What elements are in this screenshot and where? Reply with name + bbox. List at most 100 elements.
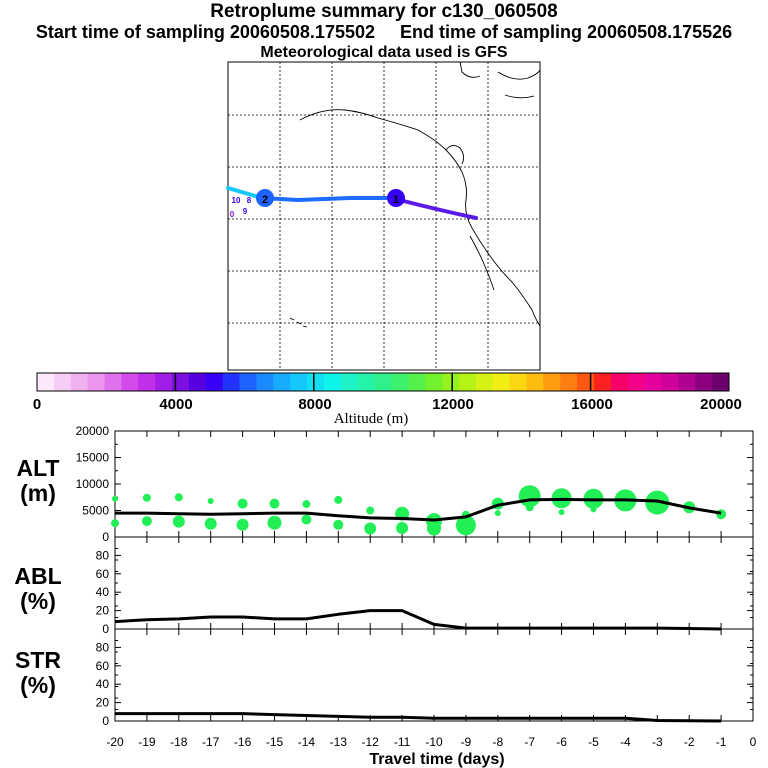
colorbar-swatch: [104, 373, 122, 391]
x-tick-label: -4: [620, 735, 631, 749]
colorbar-swatch: [37, 373, 55, 391]
trajectory-label: 0: [230, 210, 235, 219]
altitude-bubble: [590, 506, 597, 513]
colorbar-swatch: [560, 373, 578, 391]
end-time-label: End time of sampling 20060508.175526: [400, 22, 733, 42]
x-tick-label: -13: [330, 735, 348, 749]
colorbar-swatch: [256, 373, 274, 391]
colorbar-swatch: [475, 373, 494, 391]
colorbar-swatch: [239, 373, 257, 391]
altitude-bubble: [112, 495, 118, 502]
x-tick-label: -20: [106, 735, 124, 749]
trajectory-label: 10: [232, 196, 241, 205]
altitude-bubble: [334, 495, 343, 504]
str-panel-unit: (%): [20, 672, 56, 698]
y-tick-label: 20: [96, 696, 110, 710]
y-tick-label: 60: [96, 659, 110, 673]
altitude-bubble: [716, 509, 727, 520]
trajectory-labels: 1 2 10 9 8 0: [230, 194, 399, 219]
colorbar-tick: 0: [33, 396, 41, 413]
altitude-bubble: [172, 515, 185, 528]
abl-series-line: [114, 609, 722, 631]
colorbar-swatch: [492, 373, 510, 391]
trajectory-label: 9: [243, 207, 248, 216]
altitude-bubble: [396, 522, 409, 534]
altitude-bubble: [366, 506, 375, 515]
trajectory-day-marker: [256, 189, 274, 207]
colorbar-swatch: [222, 373, 240, 391]
x-tick-label: -1: [716, 735, 727, 749]
met-data-label: Meteorological data used is GFS: [260, 44, 508, 61]
altitude-bubble: [302, 500, 311, 509]
colorbar-swatch: [391, 373, 409, 391]
x-tick-label: -19: [138, 735, 156, 749]
colorbar-swatch: [172, 373, 190, 391]
x-tick-label: -17: [202, 735, 220, 749]
x-tick-label: -11: [394, 735, 411, 749]
x-tick-label: -9: [461, 735, 472, 749]
trajectory: [226, 186, 478, 220]
colorbar-swatch: [188, 373, 207, 391]
colorbar-swatch: [121, 373, 139, 391]
colorbar-swatch: [357, 373, 375, 391]
x-tick-label: 0: [750, 735, 757, 749]
coastline: [289, 61, 541, 328]
alt-panel-unit: (m): [20, 480, 56, 506]
trajectory-segment-mid: [260, 196, 394, 203]
altitude-bubble: [333, 519, 344, 530]
altitude-bubble: [455, 515, 476, 536]
colorbar-swatch: [644, 373, 662, 391]
colorbar-swatch: [661, 373, 679, 391]
y-tick-label: 10000: [76, 477, 110, 491]
altitude-bubble: [301, 514, 312, 525]
x-tick-label: -14: [298, 735, 316, 749]
colorbar-tick: 8000: [298, 396, 331, 413]
colorbar-swatch: [290, 373, 308, 391]
trajectory-label: 1: [393, 194, 399, 206]
colorbar-swatch: [695, 373, 713, 391]
altitude-bubble: [174, 493, 183, 502]
trajectory-label: 8: [247, 196, 252, 205]
altitude-bubble: [142, 493, 151, 502]
altitude-bubble: [494, 510, 501, 517]
colorbar-swatch: [610, 373, 629, 391]
altitude-bubble: [558, 509, 565, 516]
colorbar-swatch: [543, 373, 561, 391]
colorbar-swatch: [593, 373, 612, 391]
colorbar-swatch: [273, 373, 291, 391]
colorbar-tick: 4000: [159, 396, 192, 413]
x-tick-label: -3: [652, 735, 663, 749]
colorbar-swatch: [627, 373, 646, 391]
x-tick-label: -10: [425, 735, 443, 749]
altitude-bubble: [269, 498, 280, 509]
colorbar-tick: 16000: [571, 396, 613, 413]
x-tick-label: -12: [362, 735, 380, 749]
trajectory-label: 2: [262, 194, 268, 206]
altitude-bubble: [207, 498, 214, 504]
altitude-bubble: [237, 498, 248, 509]
altitude-bubble: [525, 503, 534, 512]
x-tick-label: -5: [588, 735, 599, 749]
y-tick-label: 80: [96, 548, 110, 562]
colorbar-swatch: [323, 373, 342, 391]
chart-title: Retroplume summary for c130_060508: [210, 1, 558, 22]
y-tick-label: 0: [102, 622, 109, 636]
x-tick-label: -2: [684, 735, 695, 749]
colorbar-swatch: [458, 373, 477, 391]
altitude-bubble: [645, 490, 670, 515]
altitude-bubble: [267, 515, 282, 530]
colorbar-swatch: [205, 373, 224, 391]
trajectory-day-marker: [387, 189, 405, 207]
x-tick-label: -16: [234, 735, 252, 749]
y-tick-label: 15000: [76, 451, 110, 465]
colorbar-swatch: [712, 373, 730, 391]
colorbar-swatch: [87, 373, 105, 391]
sampling-time-line: Start time of sampling 20060508.175502 E…: [0, 22, 768, 43]
colorbar-swatch: [678, 373, 696, 391]
y-tick-label: 40: [96, 677, 110, 691]
y-tick-label: 60: [96, 567, 110, 581]
colorbar-swatch: [155, 373, 173, 391]
y-tick-label: 0: [102, 530, 109, 544]
y-tick-label: 20: [96, 604, 110, 618]
abl-panel-frame: [114, 536, 754, 630]
